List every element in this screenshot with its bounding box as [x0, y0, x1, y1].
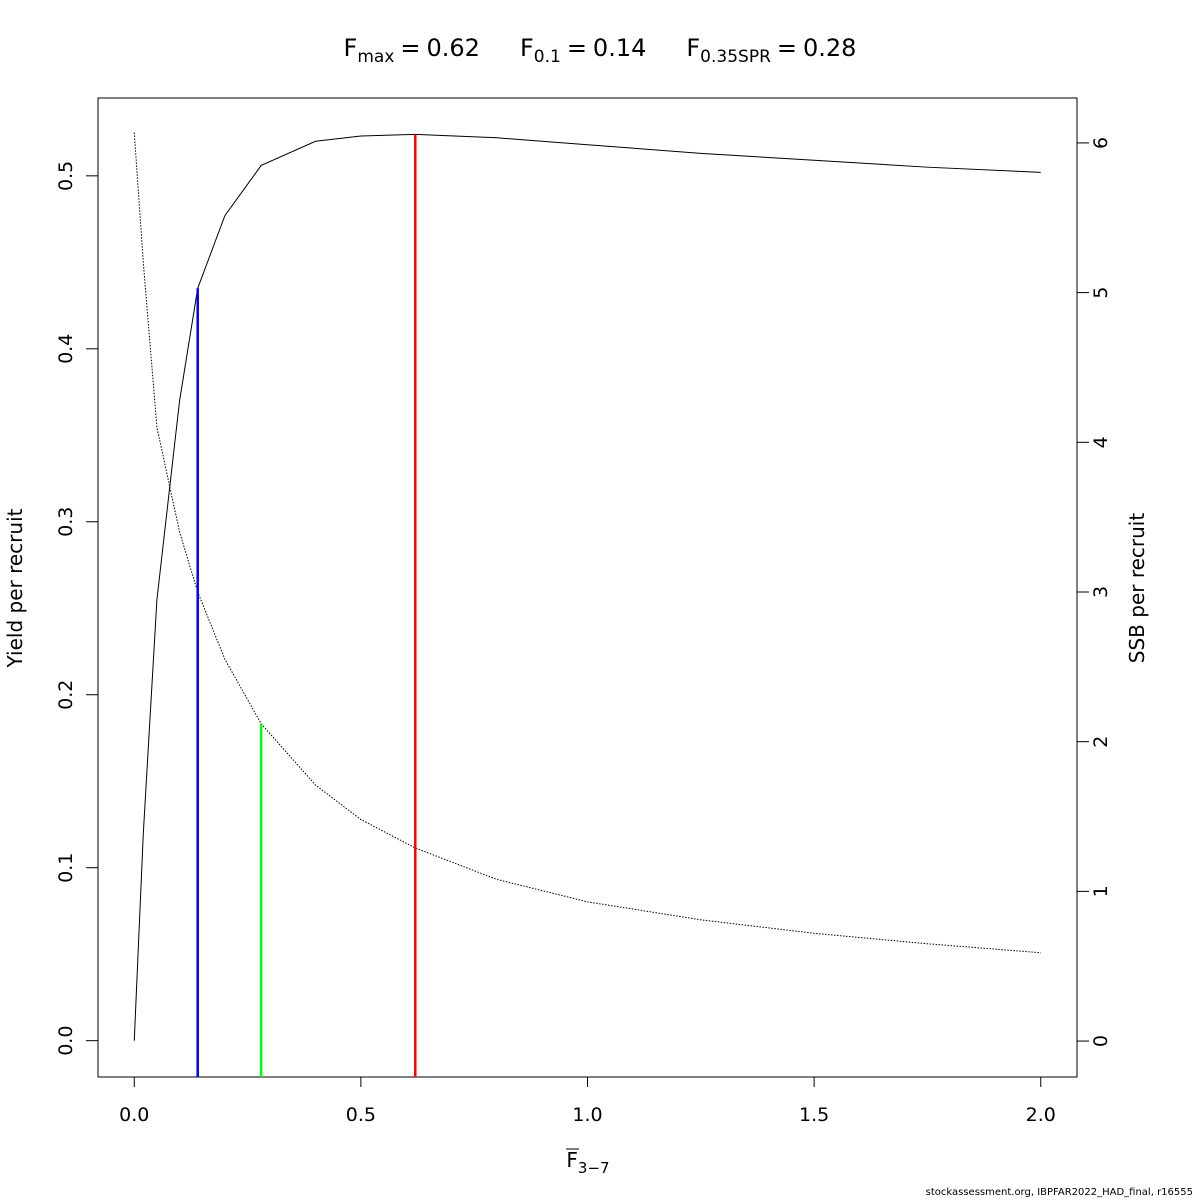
y-tick-label: 0.1 [55, 853, 77, 883]
y-tick-label: 0.3 [55, 507, 77, 537]
y2-tick-label: 5 [1090, 287, 1112, 299]
title-subscript: 0.1 [534, 47, 561, 67]
title-value: 0.62 [427, 34, 480, 62]
y-tick-label: 0.2 [55, 680, 77, 710]
title-symbol: F [520, 34, 534, 62]
x-tick-label: 1.5 [799, 1104, 829, 1126]
title-symbol: F [344, 34, 358, 62]
y2-tick-label: 2 [1090, 736, 1112, 748]
y-tick-label: 0.4 [55, 334, 77, 364]
y-tick-label: 0.0 [55, 1026, 77, 1056]
x-tick-label: 0.5 [346, 1104, 376, 1126]
title-symbol: F [686, 34, 700, 62]
x-label-symbol: F [566, 1148, 578, 1172]
x-label-subscript: 3−7 [578, 1159, 610, 1177]
plot-frame [97, 97, 1078, 1078]
y2-tick-label: 3 [1090, 586, 1112, 598]
y2-axis-label: SSB per recruit [1125, 513, 1149, 664]
x-tick-label: 1.0 [572, 1104, 602, 1126]
y2-tick-label: 6 [1090, 137, 1112, 149]
chart-title: Fmax = 0.62 F0.1 = 0.14 F0.35SPR = 0.28 [344, 34, 857, 67]
title-subscript: 0.35SPR [700, 47, 771, 67]
y-tick-label: 0.5 [55, 161, 77, 191]
x-tick-label: 0.0 [119, 1104, 149, 1126]
y-axis-label: Yield per recruit [3, 508, 27, 668]
curve [133, 132, 1041, 954]
footer: stockassessment.org, IBPFAR2022_HAD_fina… [926, 1187, 1193, 1198]
title-subscript: max [357, 47, 394, 67]
y2-tick-label: 4 [1090, 436, 1112, 448]
y2-tick-label: 0 [1090, 1035, 1112, 1047]
title-value: 0.14 [593, 34, 646, 62]
title-relation: = [777, 34, 797, 62]
x-axis-label: F3−7 [566, 1148, 609, 1177]
title-relation: = [567, 34, 587, 62]
title-relation: = [400, 34, 420, 62]
curve [133, 133, 1041, 1041]
y2-tick-label: 1 [1090, 885, 1112, 897]
title-value: 0.28 [803, 34, 856, 62]
x-tick-label: 2.0 [1026, 1104, 1056, 1126]
